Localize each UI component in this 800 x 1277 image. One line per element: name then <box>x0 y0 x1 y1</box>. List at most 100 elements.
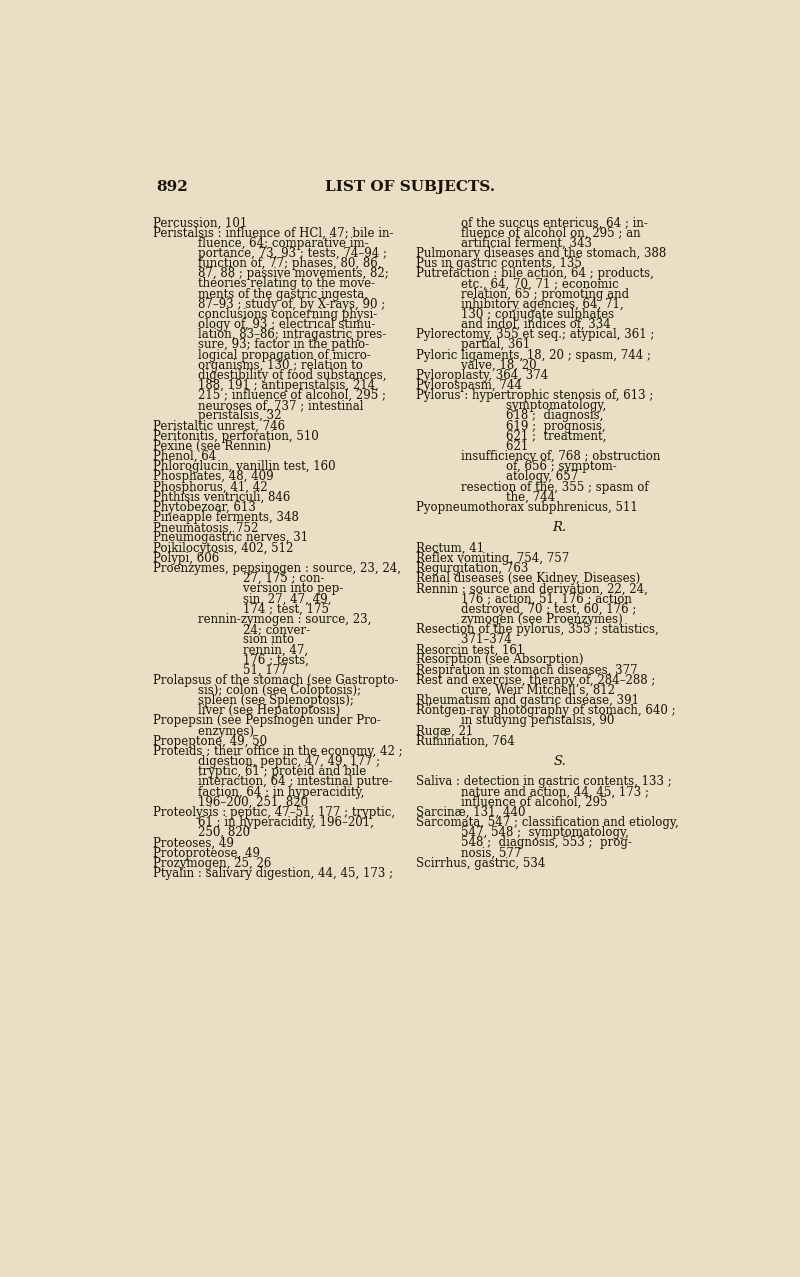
Text: Rumination, 764: Rumination, 764 <box>416 734 515 748</box>
Text: neuroses of, 737 ; intestinal: neuroses of, 737 ; intestinal <box>153 400 363 412</box>
Text: 547, 548 ;  symptomatology,: 547, 548 ; symptomatology, <box>416 826 629 839</box>
Text: Resorcin test, 161: Resorcin test, 161 <box>416 644 525 656</box>
Text: Phloroglucin, vanillin test, 160: Phloroglucin, vanillin test, 160 <box>153 460 335 474</box>
Text: rennin, 47,: rennin, 47, <box>153 644 308 656</box>
Text: LIST OF SUBJECTS.: LIST OF SUBJECTS. <box>325 180 495 194</box>
Text: nosis, 577: nosis, 577 <box>416 847 522 859</box>
Text: Rennin : source and derivation, 22, 24,: Rennin : source and derivation, 22, 24, <box>416 582 648 595</box>
Text: Resorption (see Absorption): Resorption (see Absorption) <box>416 654 584 667</box>
Text: Pylorectomy, 355 et seq.; atypical, 361 ;: Pylorectomy, 355 et seq.; atypical, 361 … <box>416 328 654 341</box>
Text: Pus in gastric contents, 135: Pus in gastric contents, 135 <box>416 257 582 269</box>
Text: 87, 88 ; passive movements, 82;: 87, 88 ; passive movements, 82; <box>153 267 389 280</box>
Text: Rest and exercise, therapy of, 284–288 ;: Rest and exercise, therapy of, 284–288 ; <box>416 674 655 687</box>
Text: 27, 175 ; con-: 27, 175 ; con- <box>153 572 324 585</box>
Text: 892: 892 <box>156 180 187 194</box>
Text: Phytobezoar, 613: Phytobezoar, 613 <box>153 501 255 513</box>
Text: 548 ;  diagnosis, 553 ;  prog-: 548 ; diagnosis, 553 ; prog- <box>416 836 632 849</box>
Text: Propepsin (see Pepsinogen under Pro-: Propepsin (see Pepsinogen under Pro- <box>153 714 381 728</box>
Text: in studying peristalsis, 90: in studying peristalsis, 90 <box>416 714 614 728</box>
Text: 621: 621 <box>416 441 529 453</box>
Text: artificial ferment, 343: artificial ferment, 343 <box>416 236 592 250</box>
Text: Rectum, 41: Rectum, 41 <box>416 541 484 554</box>
Text: tryptic, 61 ; proteid and bile: tryptic, 61 ; proteid and bile <box>153 765 366 778</box>
Text: 215 ; influence of alcohol, 295 ;: 215 ; influence of alcohol, 295 ; <box>153 389 386 402</box>
Text: influence of alcohol, 295: influence of alcohol, 295 <box>416 796 608 808</box>
Text: 618 ;  diagnosis,: 618 ; diagnosis, <box>416 410 603 423</box>
Text: partial, 361: partial, 361 <box>416 338 530 351</box>
Text: and indol, indices of, 334: and indol, indices of, 334 <box>416 318 611 331</box>
Text: Phosphorus, 41, 42: Phosphorus, 41, 42 <box>153 480 267 494</box>
Text: insufficiency of, 768 ; obstruction: insufficiency of, 768 ; obstruction <box>416 451 661 464</box>
Text: 196–200, 251, 820: 196–200, 251, 820 <box>153 796 308 808</box>
Text: sis); colon (see Coloptosis);: sis); colon (see Coloptosis); <box>153 684 361 697</box>
Text: Protoproteose, 49: Protoproteose, 49 <box>153 847 260 859</box>
Text: Peristalsis : influence of HCl, 47; bile in-: Peristalsis : influence of HCl, 47; bile… <box>153 226 394 240</box>
Text: Percussion, 101: Percussion, 101 <box>153 216 247 230</box>
Text: ments of the gastric ingesta,: ments of the gastric ingesta, <box>153 287 368 300</box>
Text: Sarcinæ, 131, 440: Sarcinæ, 131, 440 <box>416 806 526 819</box>
Text: Rheumatism and gastric disease, 391: Rheumatism and gastric disease, 391 <box>416 695 639 707</box>
Text: Pyloroplasty, 364, 374: Pyloroplasty, 364, 374 <box>416 369 549 382</box>
Text: 174 ; test, 175: 174 ; test, 175 <box>153 603 329 616</box>
Text: interaction, 64 ; intestinal putre-: interaction, 64 ; intestinal putre- <box>153 775 393 788</box>
Text: Peristaltic unrest, 746: Peristaltic unrest, 746 <box>153 420 285 433</box>
Text: version into pep-: version into pep- <box>153 582 343 595</box>
Text: Pylorospasm, 744: Pylorospasm, 744 <box>416 379 522 392</box>
Text: Phenol, 64: Phenol, 64 <box>153 451 216 464</box>
Text: digestibility of food substances,: digestibility of food substances, <box>153 369 386 382</box>
Text: Renal diseases (see Kidney, Diseases): Renal diseases (see Kidney, Diseases) <box>416 572 641 585</box>
Text: resection of the, 355 ; spasm of: resection of the, 355 ; spasm of <box>416 480 649 494</box>
Text: spleen (see Splenoptosis);: spleen (see Splenoptosis); <box>153 695 354 707</box>
Text: ology of, 93 ; electrical stimu-: ology of, 93 ; electrical stimu- <box>153 318 375 331</box>
Text: faction, 64 ; in hyperacidity,: faction, 64 ; in hyperacidity, <box>153 785 364 798</box>
Text: digestion, peptic, 47, 49, 177 ;: digestion, peptic, 47, 49, 177 ; <box>153 755 380 767</box>
Text: Pulmonary diseases and the stomach, 388: Pulmonary diseases and the stomach, 388 <box>416 246 666 261</box>
Text: Polypi, 606: Polypi, 606 <box>153 552 219 564</box>
Text: Pylorus : hypertrophic stenosis of, 613 ;: Pylorus : hypertrophic stenosis of, 613 … <box>416 389 654 402</box>
Text: etc., 64, 70, 71 ; economic: etc., 64, 70, 71 ; economic <box>416 277 619 290</box>
Text: Pyloric ligaments, 18, 20 ; spasm, 744 ;: Pyloric ligaments, 18, 20 ; spasm, 744 ; <box>416 349 651 361</box>
Text: Regurgitation, 763: Regurgitation, 763 <box>416 562 529 575</box>
Text: symptomatology,: symptomatology, <box>416 400 606 412</box>
Text: Saliva : detection in gastric contents, 133 ;: Saliva : detection in gastric contents, … <box>416 775 672 788</box>
Text: 188, 191 ; antiperistalsis, 214,: 188, 191 ; antiperistalsis, 214, <box>153 379 378 392</box>
Text: conclusions concerning physi-: conclusions concerning physi- <box>153 308 377 321</box>
Text: Proteids : their office in the economy, 42 ;: Proteids : their office in the economy, … <box>153 744 402 759</box>
Text: Pneumogastric nerves, 31: Pneumogastric nerves, 31 <box>153 531 308 544</box>
Text: sion into: sion into <box>153 633 294 646</box>
Text: valve, 18, 20: valve, 18, 20 <box>416 359 537 372</box>
Text: rennin-zymogen : source, 23,: rennin-zymogen : source, 23, <box>153 613 371 626</box>
Text: S.: S. <box>553 755 566 767</box>
Text: atology, 657: atology, 657 <box>416 470 578 484</box>
Text: zymogen (see Proenzymes): zymogen (see Proenzymes) <box>416 613 623 626</box>
Text: Phthisis ventriculi, 846: Phthisis ventriculi, 846 <box>153 490 290 504</box>
Text: portance, 73, 93 ; tests, 74–94 ;: portance, 73, 93 ; tests, 74–94 ; <box>153 246 386 261</box>
Text: relation, 65 ; promoting and: relation, 65 ; promoting and <box>416 287 630 300</box>
Text: logical propagation of micro-: logical propagation of micro- <box>153 349 370 361</box>
Text: Phosphates, 48, 409: Phosphates, 48, 409 <box>153 470 274 484</box>
Text: Pexine (see Rennin): Pexine (see Rennin) <box>153 441 271 453</box>
Text: Resection of the pylorus, 355 ; statistics,: Resection of the pylorus, 355 ; statisti… <box>416 623 659 636</box>
Text: 61 ; in hyperacidity, 196–201,: 61 ; in hyperacidity, 196–201, <box>153 816 374 829</box>
Text: Scirrhus, gastric, 534: Scirrhus, gastric, 534 <box>416 857 546 870</box>
Text: Reflex vomiting, 754, 757: Reflex vomiting, 754, 757 <box>416 552 570 564</box>
Text: the, 744: the, 744 <box>416 490 555 504</box>
Text: Rugæ, 21: Rugæ, 21 <box>416 724 474 738</box>
Text: Respiration in stomach diseases, 377: Respiration in stomach diseases, 377 <box>416 664 638 677</box>
Text: inhibitory agencies, 64, 71,: inhibitory agencies, 64, 71, <box>416 298 624 310</box>
Text: organisms, 130 ; relation to: organisms, 130 ; relation to <box>153 359 362 372</box>
Text: Pineapple ferments, 348: Pineapple ferments, 348 <box>153 511 298 524</box>
Text: 176 ; action, 51, 176 ; action: 176 ; action, 51, 176 ; action <box>416 593 632 605</box>
Text: 621 ;  treatment,: 621 ; treatment, <box>416 430 606 443</box>
Text: Pyopneumothorax subphrenicus, 511: Pyopneumothorax subphrenicus, 511 <box>416 501 638 513</box>
Text: lation, 83–86; intragastric pres-: lation, 83–86; intragastric pres- <box>153 328 386 341</box>
Text: Sarcomata, 547 ; classification and etiology,: Sarcomata, 547 ; classification and etio… <box>416 816 679 829</box>
Text: Proenzymes, pepsinogen : source, 23, 24,: Proenzymes, pepsinogen : source, 23, 24, <box>153 562 401 575</box>
Text: Proteolysis : peptic, 47–51, 177 ; tryptic,: Proteolysis : peptic, 47–51, 177 ; trypt… <box>153 806 395 819</box>
Text: sure, 93; factor in the patho-: sure, 93; factor in the patho- <box>153 338 369 351</box>
Text: cure, Weir Mitchell’s, 812: cure, Weir Mitchell’s, 812 <box>416 684 615 697</box>
Text: Röntgen-ray photography of stomach, 640 ;: Röntgen-ray photography of stomach, 640 … <box>416 704 676 718</box>
Text: Putrefaction : bile action, 64 ; products,: Putrefaction : bile action, 64 ; product… <box>416 267 654 280</box>
Text: 619 ;  prognosis,: 619 ; prognosis, <box>416 420 606 433</box>
Text: peristalsis, 32: peristalsis, 32 <box>153 410 282 423</box>
